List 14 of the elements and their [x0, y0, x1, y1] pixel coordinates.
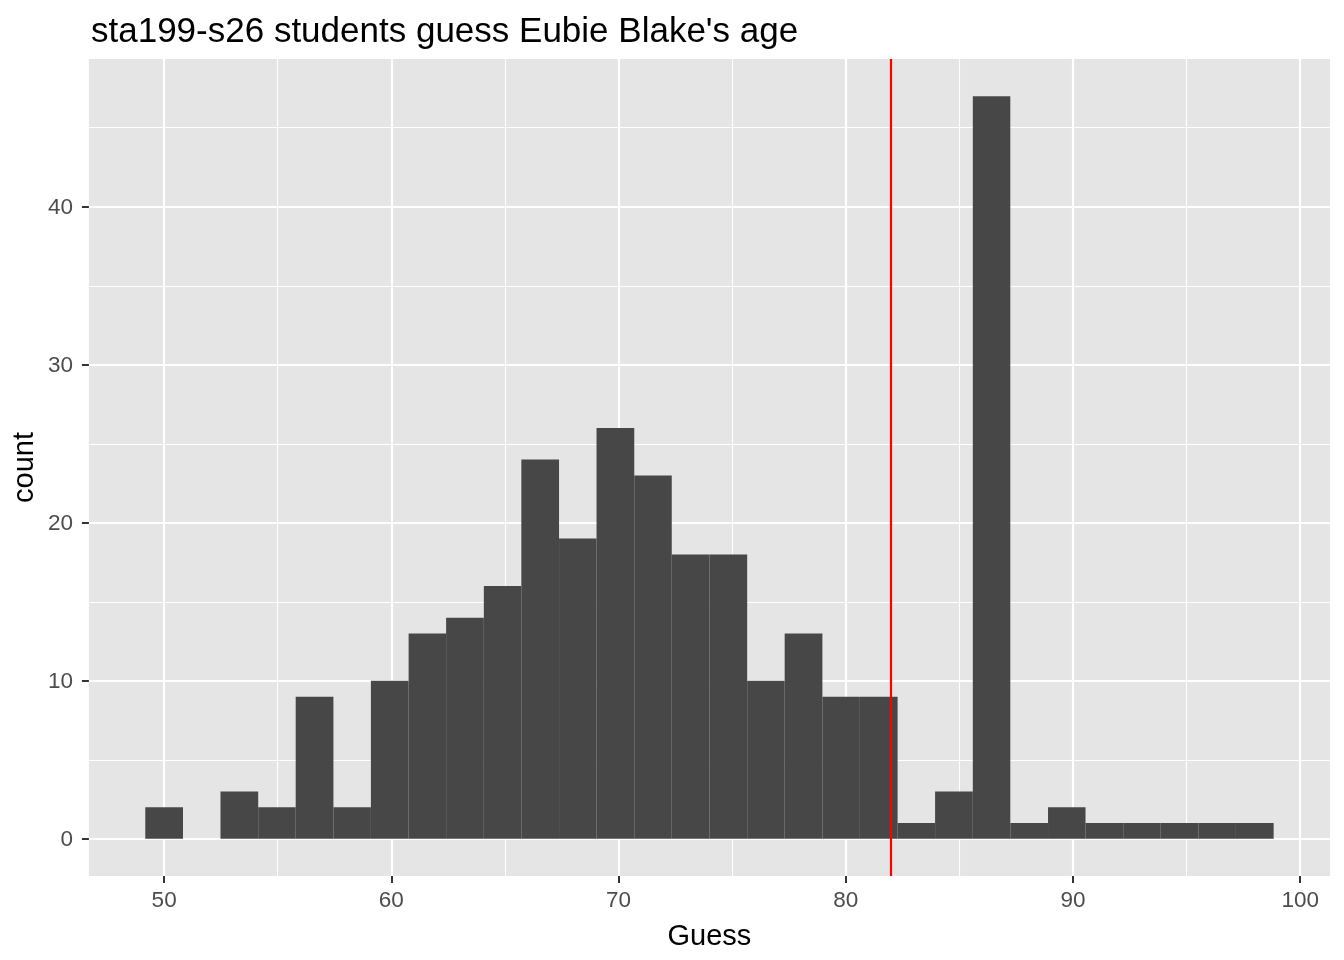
y-tick-label: 40 [47, 194, 73, 220]
y-tick-label: 10 [47, 668, 73, 694]
x-axis-title: Guess [667, 918, 752, 951]
x-tick-label: 50 [151, 887, 177, 912]
y-tick-label: 20 [47, 510, 73, 536]
x-tick-label: 90 [1060, 887, 1086, 912]
y-axis-title: count [6, 432, 39, 503]
chart-title: sta199-s26 students guess Eubie Blake's age [91, 10, 799, 49]
y-tick-label: 0 [60, 826, 73, 852]
x-tick-label: 70 [606, 887, 632, 912]
x-tick-label: 100 [1281, 887, 1320, 912]
x-tick-label: 60 [378, 887, 404, 912]
y-tick-label: 30 [47, 352, 73, 378]
x-tick-label: 80 [833, 887, 859, 912]
